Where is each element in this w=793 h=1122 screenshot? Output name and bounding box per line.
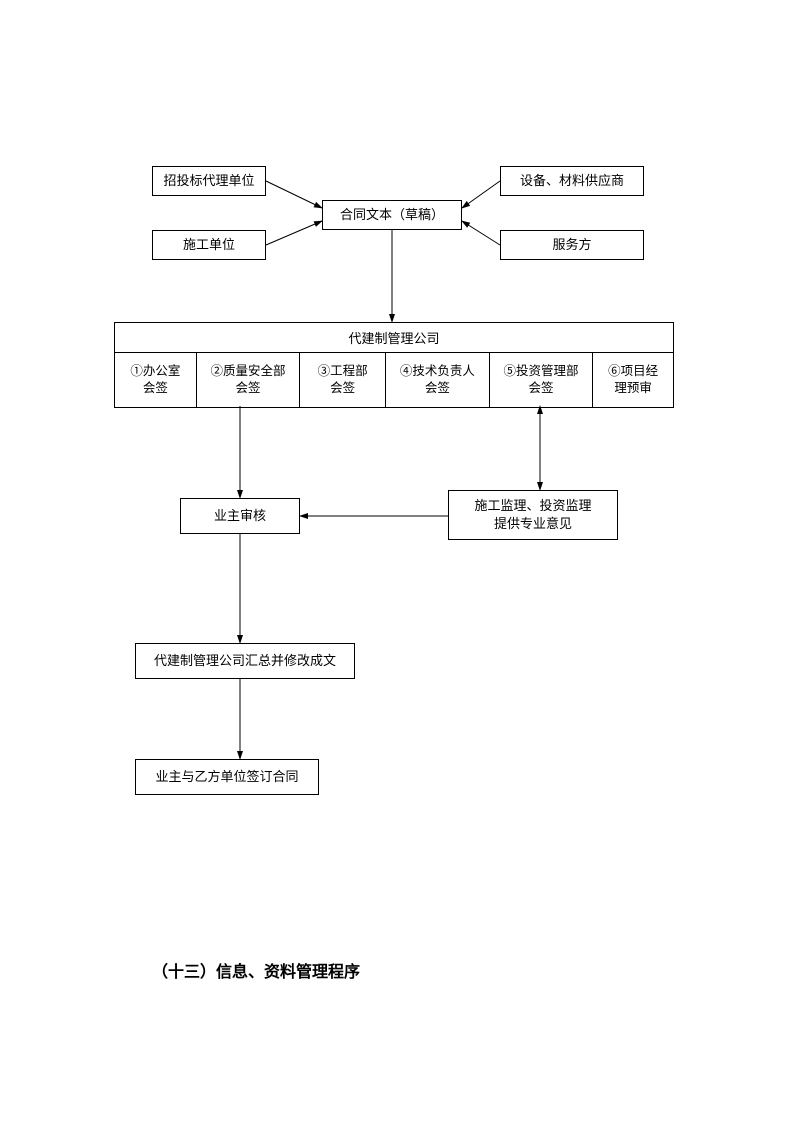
cell-label: ③工程部 会签 <box>318 363 368 398</box>
cell-label: ②质量安全部 会签 <box>211 363 286 398</box>
table-cell: ①办公室 会签 <box>115 353 197 407</box>
node-supervision-opinion: 施工监理、投资监理 提供专业意见 <box>448 490 618 540</box>
node-label: 设备、材料供应商 <box>520 172 624 190</box>
section-heading: （十三）信息、资料管理程序 <box>152 958 360 982</box>
node-label: 施工单位 <box>183 236 235 254</box>
cell-label: ⑥项目经 理预审 <box>608 363 658 398</box>
table-header-label: 代建制管理公司 <box>348 328 439 347</box>
node-label: 业主与乙方单位签订合同 <box>155 768 298 786</box>
review-table: 代建制管理公司 ①办公室 会签 ②质量安全部 会签 ③工程部 会签 ④技术负责人… <box>114 322 674 408</box>
node-contract-draft: 合同文本（草稿） <box>322 200 462 230</box>
table-cell: ②质量安全部 会签 <box>197 353 301 407</box>
table-cell: ⑤投资管理部 会签 <box>490 353 594 407</box>
node-owner-review: 业主审核 <box>180 498 300 534</box>
node-sign-contract: 业主与乙方单位签订合同 <box>135 759 319 795</box>
heading-label: （十三）信息、资料管理程序 <box>152 964 360 981</box>
node-bidding-agent: 招投标代理单位 <box>152 166 266 196</box>
node-label: 服务方 <box>552 236 591 254</box>
table-cell: ⑥项目经 理预审 <box>593 353 673 407</box>
table-row: ①办公室 会签 ②质量安全部 会签 ③工程部 会签 ④技术负责人 会签 ⑤投资管… <box>115 353 673 407</box>
node-service-party: 服务方 <box>500 230 644 260</box>
table-cell: ④技术负责人 会签 <box>386 353 490 407</box>
flowchart-arrows <box>0 0 793 1122</box>
cell-label: ④技术负责人 会签 <box>400 363 475 398</box>
table-header: 代建制管理公司 <box>115 323 673 353</box>
node-construction-unit: 施工单位 <box>152 230 266 260</box>
node-compile-revise: 代建制管理公司汇总并修改成文 <box>135 643 355 679</box>
cell-label: ①办公室 会签 <box>130 363 180 398</box>
node-label: 施工监理、投资监理 提供专业意见 <box>474 497 591 533</box>
node-label: 代建制管理公司汇总并修改成文 <box>154 652 336 670</box>
cell-label: ⑤投资管理部 会签 <box>503 363 578 398</box>
node-label: 业主审核 <box>214 507 266 525</box>
node-label: 招投标代理单位 <box>163 172 254 190</box>
node-supplier: 设备、材料供应商 <box>500 166 644 196</box>
table-cell: ③工程部 会签 <box>300 353 386 407</box>
node-label: 合同文本（草稿） <box>340 206 444 224</box>
